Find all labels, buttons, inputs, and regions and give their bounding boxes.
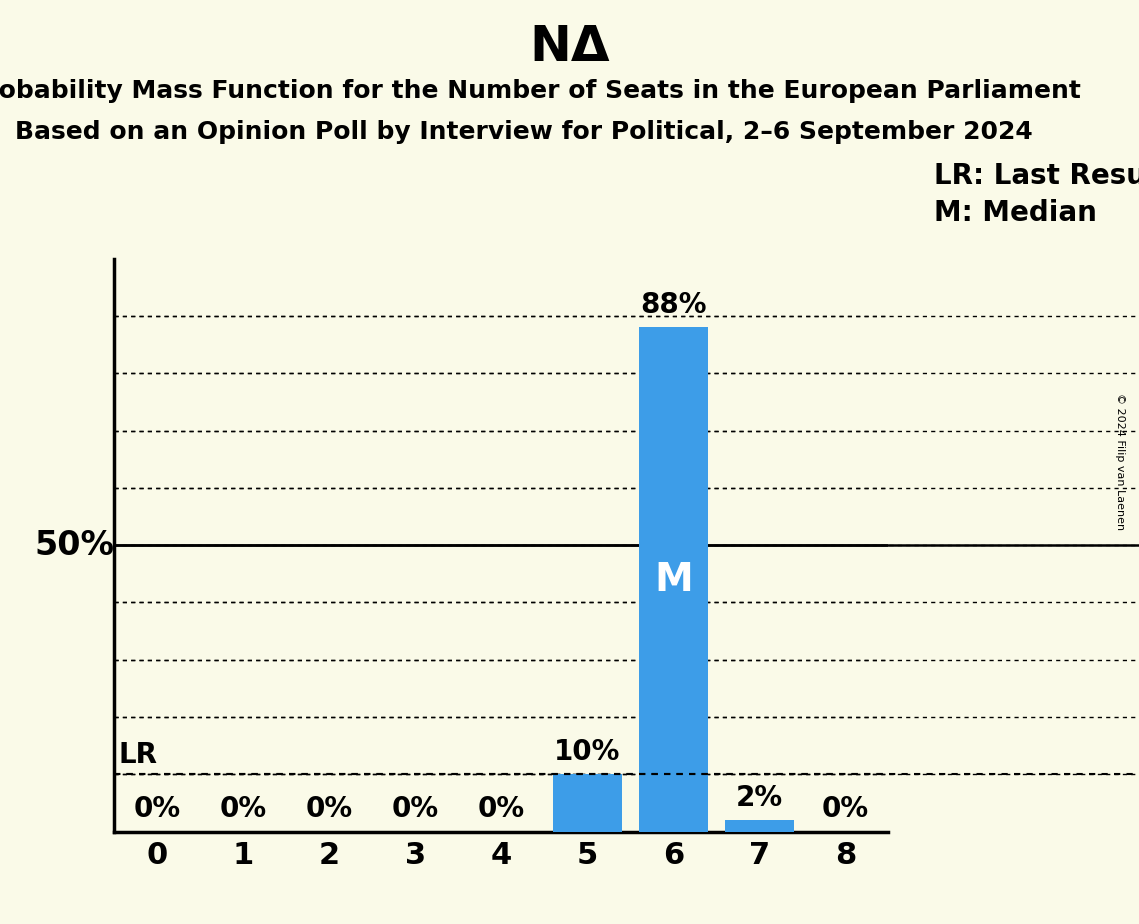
Text: 0%: 0% xyxy=(305,795,353,823)
Text: 0%: 0% xyxy=(477,795,525,823)
Text: LR: Last Result: LR: Last Result xyxy=(934,162,1139,189)
Text: Based on an Opinion Poll by Interview for Political, 2–6 September 2024: Based on an Opinion Poll by Interview fo… xyxy=(15,120,1033,144)
Text: M: Median: M: Median xyxy=(934,199,1097,226)
Text: 0%: 0% xyxy=(220,795,267,823)
Text: M: M xyxy=(654,561,693,599)
Text: LR: LR xyxy=(118,740,157,769)
Text: NΔ: NΔ xyxy=(530,23,609,71)
Bar xyxy=(724,821,794,832)
Text: 2%: 2% xyxy=(736,784,782,811)
Text: 10%: 10% xyxy=(554,737,621,766)
Bar xyxy=(639,327,707,832)
Text: Probability Mass Function for the Number of Seats in the European Parliament: Probability Mass Function for the Number… xyxy=(0,79,1081,103)
Text: © 2024 Filip van Laenen: © 2024 Filip van Laenen xyxy=(1115,394,1125,530)
Text: 50%: 50% xyxy=(34,529,114,562)
Bar xyxy=(552,774,622,832)
Text: 88%: 88% xyxy=(640,291,706,319)
Text: 0%: 0% xyxy=(822,795,869,823)
Text: 0%: 0% xyxy=(392,795,439,823)
Text: 0%: 0% xyxy=(133,795,180,823)
